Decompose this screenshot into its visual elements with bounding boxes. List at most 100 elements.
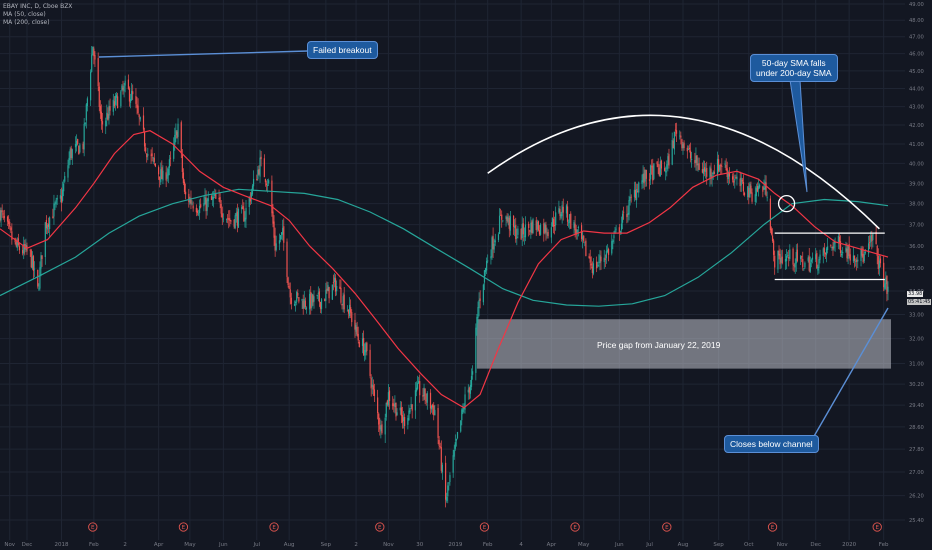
failed-breakout-callout[interactable]: Failed breakout <box>307 41 378 59</box>
earnings-marker-label: E <box>875 525 879 531</box>
candle-body <box>184 191 187 195</box>
candle-body <box>603 257 605 262</box>
candle-body <box>855 261 857 262</box>
candle-body <box>190 197 192 204</box>
candle-body <box>550 227 552 238</box>
candle-body <box>524 224 527 238</box>
candle-body <box>641 180 643 184</box>
candle-body <box>508 217 510 229</box>
x-tick-label: 2019 <box>448 542 462 548</box>
candle-body <box>399 407 401 411</box>
y-tick-label: 33.00 <box>909 312 924 318</box>
candle-body <box>842 251 844 254</box>
candle-body <box>521 223 523 239</box>
x-tick-label: 2020 <box>842 542 856 548</box>
x-tick-label: May <box>184 542 196 548</box>
candle-body <box>569 214 571 223</box>
candle-body <box>363 337 365 355</box>
candle-body <box>319 301 322 309</box>
candle-body <box>626 214 628 218</box>
candle-body <box>387 392 390 406</box>
x-tick-label: Sep <box>713 542 724 548</box>
y-tick-label: 37.00 <box>909 223 924 229</box>
candle-body <box>817 266 819 271</box>
candle-body <box>273 221 275 238</box>
candle-body <box>154 163 156 167</box>
candle-body <box>264 179 267 183</box>
candle-body <box>416 383 419 389</box>
candle-body <box>532 219 534 234</box>
candle-body <box>441 464 443 473</box>
x-tick-label: Feb <box>89 542 99 548</box>
candle-body <box>455 439 458 441</box>
candle-body <box>766 197 768 199</box>
candle-body <box>386 400 388 405</box>
candle-body <box>418 381 420 384</box>
candle-body <box>30 250 32 268</box>
candle-body <box>778 250 780 256</box>
y-tick-label: 43.00 <box>909 105 924 111</box>
candle-body <box>845 247 847 252</box>
candle-body <box>177 123 179 137</box>
candle-body <box>780 257 782 263</box>
candle-body <box>301 299 303 301</box>
earnings-marker <box>269 522 279 532</box>
candle-body <box>143 131 146 147</box>
candle-body <box>679 135 681 137</box>
candle-body <box>463 408 465 410</box>
candle-body <box>742 181 745 192</box>
candle-body <box>743 192 746 196</box>
candle-body <box>823 247 825 253</box>
candle-body <box>885 277 887 285</box>
candle-body <box>691 158 693 160</box>
x-tick-label: Apr <box>547 542 557 548</box>
candle-body <box>696 155 698 166</box>
candle-body <box>49 217 51 230</box>
candle-body <box>31 256 33 269</box>
y-tick-label: 28.60 <box>909 425 924 431</box>
candle-body <box>592 263 595 274</box>
candle-body <box>381 424 383 434</box>
candle-body <box>568 222 570 224</box>
candle-body <box>883 262 885 288</box>
candle-body <box>705 169 707 172</box>
closes-below-pointer <box>812 307 889 439</box>
candle-body <box>426 393 428 403</box>
candle-body <box>136 104 138 108</box>
candle-body <box>310 291 312 309</box>
candle-body <box>142 115 145 130</box>
candle-body <box>781 256 783 264</box>
earnings-marker-label: E <box>378 525 382 531</box>
symbol-title: EBAY INC, D, Cboe BZX <box>3 3 73 10</box>
candle-body <box>589 256 591 263</box>
candle-body <box>400 407 402 416</box>
x-tick-label: Sep <box>321 542 332 548</box>
candle-body <box>506 217 508 221</box>
candle-body <box>408 410 410 421</box>
candle-body <box>106 112 108 120</box>
candle-body <box>244 217 246 222</box>
candle-body <box>849 254 851 261</box>
candle-body <box>279 235 282 240</box>
candle-body <box>546 233 548 235</box>
candle-body <box>487 260 489 262</box>
candle-body <box>460 420 462 432</box>
y-tick-label: 35.00 <box>909 266 924 272</box>
candle-body <box>695 155 697 163</box>
candle-body <box>698 163 700 170</box>
candle-body <box>432 404 434 408</box>
candle-body <box>470 376 473 387</box>
sma-cross-callout[interactable]: 50-day SMA falls under 200-day SMA <box>750 54 838 82</box>
candle-body <box>210 196 213 200</box>
candle-body <box>732 176 734 180</box>
candle-body <box>316 294 318 297</box>
candle-body <box>63 183 65 192</box>
closes-below-callout[interactable]: Closes below channel <box>724 435 819 453</box>
y-tick-label: 44.00 <box>909 87 924 93</box>
candle-body <box>675 130 678 134</box>
candle-body <box>507 216 509 222</box>
candle-body <box>728 172 730 177</box>
candle-body <box>588 255 590 259</box>
candle-body <box>99 105 101 114</box>
